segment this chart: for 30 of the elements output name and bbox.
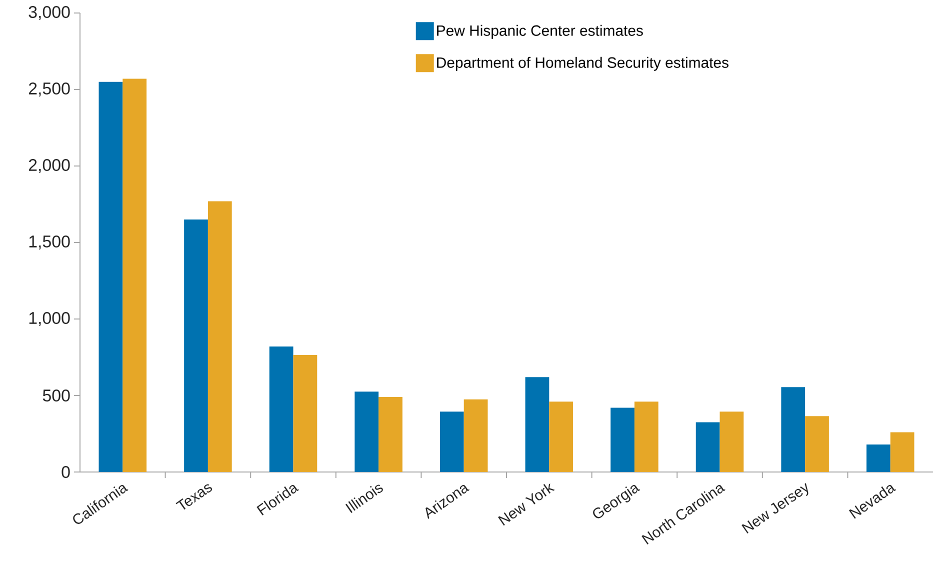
- bar: [525, 377, 550, 472]
- bar: [293, 354, 318, 472]
- bar: [634, 402, 658, 472]
- bar: [866, 444, 890, 472]
- y-tick-label: 0: [62, 466, 70, 478]
- y-tick-label: 2,000: [28, 159, 70, 173]
- bar: [378, 397, 402, 472]
- bar: [184, 220, 208, 472]
- y-tick-label: 500: [42, 390, 70, 402]
- bar: [464, 399, 488, 472]
- y-tick-label: 3,000: [28, 6, 70, 20]
- y-tick-label: 1,500: [29, 236, 70, 250]
- bar: [805, 416, 829, 472]
- bar: [440, 412, 464, 472]
- bar: [610, 408, 634, 472]
- bar: [122, 78, 147, 472]
- bar: [354, 392, 379, 472]
- bar: [549, 402, 574, 472]
- bar: [696, 422, 720, 472]
- x-tick-label: New York: [498, 484, 555, 526]
- bar: [269, 346, 294, 472]
- legend-label: Department of Homeland Security estimates: [437, 56, 728, 71]
- bar: [781, 387, 806, 472]
- legend-label: Pew Hispanic Center estimates: [437, 24, 643, 39]
- bar: [720, 412, 744, 472]
- bar: [98, 82, 123, 472]
- y-tick-label: 1,000: [29, 312, 70, 326]
- y-tick-label: 2,500: [28, 82, 70, 96]
- bar: [208, 201, 232, 472]
- bar: [890, 432, 914, 472]
